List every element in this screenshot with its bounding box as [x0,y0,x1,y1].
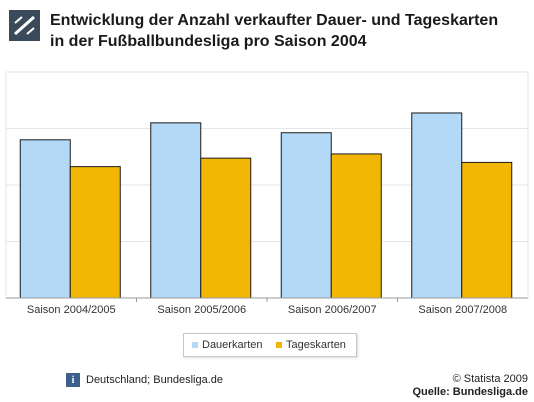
legend: Dauerkarten Tageskarten [183,333,357,357]
chart-title-line-1: Entwicklung der Anzahl verkaufter Dauer-… [50,12,499,29]
bar-dauerkarten-4 [411,112,463,299]
footer-source: © Statista 2009 Quelle: Bundesliga.de [412,373,528,399]
source-text: Quelle: Bundesliga.de [412,386,528,398]
chart-title-line-2: in der Fußballbundesliga pro Saison 2004 [50,33,367,50]
bar-tageskarten-3 [330,153,382,299]
legend-label-dauerkarten: Dauerkarten [202,339,263,351]
x-tick-label: Saison 2006/2007 [288,304,377,316]
bar-tageskarten-1 [69,166,121,299]
region-text: Deutschland; Bundesliga.de [86,374,223,386]
bar-tageskarten-2 [200,157,252,299]
footer-region: i Deutschland; Bundesliga.de [66,373,223,387]
x-tick-label: Saison 2005/2006 [157,304,246,316]
bar-tageskarten-4 [461,161,513,299]
legend-swatch-dauerkarten [192,342,198,348]
legend-swatch-tageskarten [276,342,282,348]
legend-item-dauerkarten[interactable]: Dauerkarten [192,339,263,351]
legend-label-tageskarten: Tageskarten [286,339,346,351]
chart-title: Entwicklung der Anzahl verkaufter Dauer-… [50,10,530,52]
bar-dauerkarten-3 [280,132,332,299]
bar-dauerkarten-1 [19,139,71,299]
legend-item-tageskarten[interactable]: Tageskarten [276,339,346,351]
x-tick-label: Saison 2007/2008 [418,304,507,316]
bar-dauerkarten-2 [150,122,202,299]
x-tick-label: Saison 2004/2005 [27,304,116,316]
statista-logo [9,10,40,41]
bar-chart: Saison 2004/2005 Saison 2005/2006 Saison 2… [5,71,529,316]
copyright-text: © Statista 2009 [452,373,528,385]
info-icon[interactable]: i [66,373,80,387]
